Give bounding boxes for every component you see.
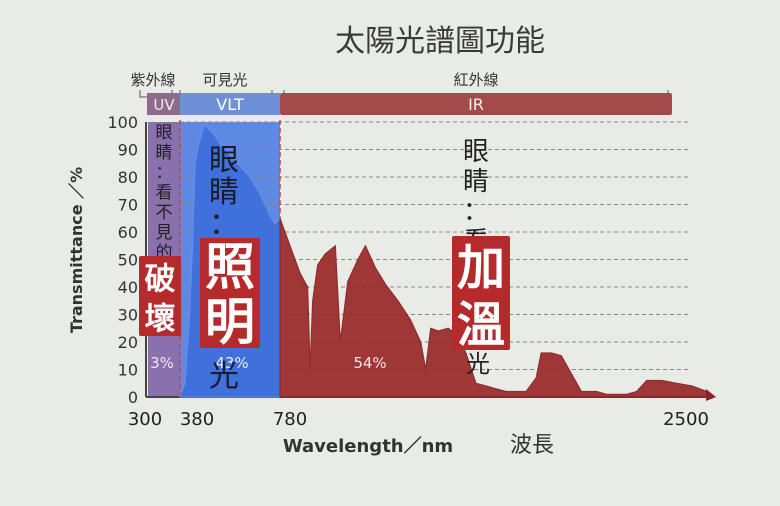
uv-eye-text-char: 見	[156, 223, 173, 243]
ir-eye-text-char: 睛	[463, 167, 489, 197]
y-tick-label: 60	[118, 223, 138, 242]
y-axis-label: Transmittance ／%	[67, 167, 86, 333]
band-header-ir: 紅外線	[453, 71, 498, 89]
ir-tag: 加溫	[452, 236, 510, 353]
x-tick-label: 380	[180, 409, 214, 430]
band-bar-ir	[280, 93, 672, 115]
percent-label-uv: 3%	[150, 354, 174, 372]
vlt-tag-char: 明	[205, 293, 255, 351]
band-bar-label-uv: UV	[153, 96, 175, 114]
y-tick-label: 80	[118, 168, 138, 187]
uv-eye-text-char: 睛	[156, 143, 173, 163]
uv-eye-text-char: 看	[156, 183, 173, 203]
band-bar-label-vlt: VLT	[216, 95, 244, 114]
vlt-eye-text-char: 眼	[209, 143, 239, 178]
y-tick-label: 40	[118, 278, 138, 297]
vlt-tag-char: 照	[205, 238, 255, 296]
uv-tag-bg	[139, 256, 181, 336]
ir-eye-text-char: 眼	[463, 137, 489, 167]
percent-label-ir: 54%	[353, 354, 386, 372]
y-tick-label: 70	[118, 196, 138, 215]
y-tick-label: 20	[118, 333, 138, 352]
vlt-tail-char: 光	[209, 359, 239, 394]
axis-arrowhead	[706, 389, 716, 401]
vlt-eye-text: 眼睛：	[209, 143, 239, 242]
band-header-vlt: 可見光	[202, 71, 247, 89]
x-axis-label: Wavelength／nm	[283, 436, 453, 457]
x-tick-label: 780	[273, 409, 307, 430]
band-header-uv: 紫外線	[130, 71, 175, 89]
y-tick-label: 10	[118, 361, 138, 380]
percent-label-vlt: 43%	[215, 354, 248, 372]
ir-tag-char: 溫	[457, 297, 505, 353]
uv-tag-char: 破	[145, 262, 176, 298]
vlt-tag: 照明	[200, 238, 260, 351]
x-axis-label-cn: 波長	[510, 433, 554, 458]
uv-tag-char: 壞	[145, 302, 176, 338]
band-bar-uv	[147, 93, 180, 115]
vlt-eye-text-char: 睛	[209, 175, 239, 210]
x-tick-label: 2500	[663, 409, 709, 430]
vlt-tag-bg	[200, 238, 260, 348]
spectrum-area	[279, 218, 714, 398]
uv-eye-text-char: ：	[156, 163, 173, 183]
y-tick-label: 100	[107, 113, 138, 132]
vlt-eye-text-char: ：	[209, 207, 239, 242]
uv-eye-text-char: 不	[156, 203, 173, 223]
band-bar-vlt	[180, 93, 280, 115]
band-bar-label-ir: IR	[468, 95, 484, 114]
x-tick-label: 300	[128, 409, 162, 430]
y-tick-label: 30	[118, 306, 138, 325]
ir-tail-char: 光	[466, 350, 490, 378]
y-tick-label: 50	[118, 251, 138, 270]
uv-tag: 破壞	[139, 256, 181, 338]
ir-tag-bg	[452, 236, 510, 350]
y-tick-label: 90	[118, 141, 138, 160]
ir-eye-text-char: ：	[463, 197, 489, 227]
uv-eye-text-char: 眼	[156, 123, 173, 143]
chart-title: 太陽光譜圖功能	[335, 24, 545, 59]
y-tick-label: 0	[128, 388, 138, 407]
ir-tag-char: 加	[457, 240, 505, 296]
